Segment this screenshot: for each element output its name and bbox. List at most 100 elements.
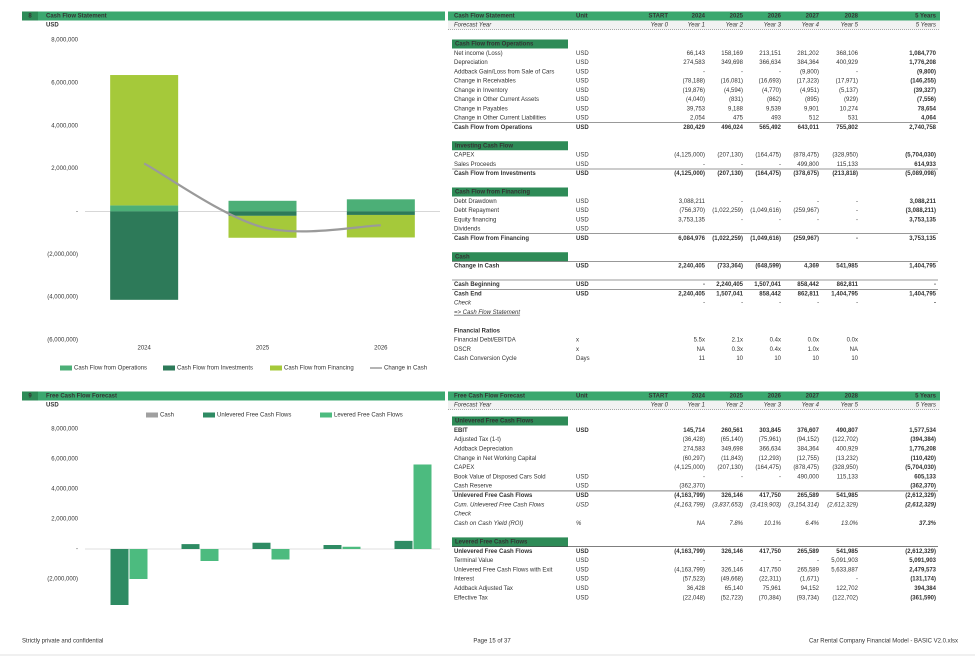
bar — [252, 542, 271, 549]
column-header: 2026 — [768, 394, 782, 400]
section-title-bar — [452, 537, 568, 547]
row-value: 260,561 — [721, 428, 743, 434]
row-value: 9,901 — [804, 106, 820, 112]
row-value: - — [779, 199, 781, 205]
row-value: 1,404,795 — [909, 264, 936, 270]
row-value: 1,404,795 — [909, 291, 936, 297]
row-value: (9,800) — [800, 69, 819, 75]
row-value: 10 — [812, 356, 819, 362]
row-label: Change in Other Current Assets — [454, 97, 539, 103]
row-value: (16,081) — [721, 79, 743, 85]
forecast-cell: Forecast Year — [454, 403, 492, 409]
row-value: - — [779, 558, 781, 564]
row-label: Cash Flow from Financing — [454, 236, 529, 242]
row-value: (4,163,799) — [674, 567, 705, 573]
column-header: Unit — [576, 394, 588, 400]
row-label: Addback Depreciation — [454, 446, 513, 452]
row-value: (5,089,098) — [905, 171, 936, 177]
section-title: Investing Cash Flow — [455, 143, 513, 149]
row-value: 122,702 — [836, 586, 858, 592]
row-value: 499,800 — [797, 162, 819, 168]
column-header: Unit — [576, 14, 588, 20]
row-value: 2,054 — [690, 116, 706, 122]
row-value: 368,106 — [836, 51, 858, 57]
row-value: 2.1x — [732, 338, 743, 344]
bar — [181, 544, 200, 549]
row-value: - — [856, 236, 858, 242]
row-unit: USD — [576, 484, 589, 490]
row-unit: USD — [576, 125, 589, 131]
row-value: 605,133 — [914, 474, 936, 480]
row-value: - — [856, 199, 858, 205]
row-value: (3,088,211) — [906, 208, 936, 214]
row-value: (328,950) — [832, 465, 858, 471]
bar — [110, 549, 129, 605]
row-value: 115,133 — [837, 162, 859, 168]
row-unit: USD — [576, 502, 589, 508]
row-value: - — [741, 69, 743, 75]
row-value: (831) — [729, 97, 743, 103]
row-value: (22,048) — [683, 595, 705, 601]
y-axis-label: USD — [46, 403, 59, 409]
row-value: 5.5x — [694, 338, 705, 344]
row-value: (4,040) — [686, 97, 705, 103]
row-value: 6.4% — [805, 521, 819, 527]
row-unit: USD — [576, 567, 589, 573]
row-value: 326,146 — [721, 549, 743, 555]
row-unit: USD — [576, 577, 589, 583]
x-tick-label: 2025 — [256, 346, 270, 352]
plot-area — [110, 464, 432, 605]
row-value: (3,154,314) — [788, 502, 819, 508]
column-header: 2024 — [692, 394, 706, 400]
sheet-link[interactable]: => Cash Flow Statement — [454, 310, 520, 316]
row-unit: USD — [576, 60, 589, 66]
row-value: - — [779, 474, 781, 480]
section-title-bar — [452, 141, 568, 151]
y-tick-label: 6,000,000 — [51, 80, 78, 86]
section-title-bar — [452, 416, 568, 426]
row-value: (259,967) — [793, 236, 819, 242]
row-value: (4,163,799) — [674, 549, 705, 555]
panel-header-bar — [22, 11, 445, 21]
row-value: (7,556) — [917, 97, 936, 103]
forecast-cell: Year 0 — [651, 403, 669, 409]
row-value: 3,088,211 — [679, 199, 706, 205]
row-value: 39,753 — [687, 106, 706, 112]
row-value: 280,429 — [683, 125, 705, 131]
row-value: (164,475) — [755, 153, 781, 159]
row-unit: USD — [576, 558, 589, 564]
row-value: (878,475) — [793, 153, 819, 159]
row-value: (2,612,329) — [827, 502, 858, 508]
row-label: Debt Repayment — [454, 208, 499, 214]
row-value: 2,740,758 — [909, 125, 936, 131]
row-value: 303,845 — [759, 428, 781, 434]
legend-swatch — [146, 412, 158, 418]
footer-center: Page 15 of 37 — [473, 639, 511, 645]
row-value: - — [779, 69, 781, 75]
row-label: Equity financing — [454, 217, 496, 223]
row-value: 213,151 — [759, 51, 781, 57]
row-value: (4,163,799) — [674, 502, 705, 508]
row-value: 400,929 — [836, 446, 858, 452]
column-header: START — [648, 14, 668, 20]
row-value: NA — [697, 347, 705, 353]
row-value: 265,589 — [797, 493, 819, 499]
x-tick-label: 2026 — [374, 346, 388, 352]
row-value: 5,091,903 — [831, 558, 858, 564]
forecast-cell: Year 1 — [688, 403, 705, 409]
row-value: (2,612,329) — [905, 549, 936, 555]
row-unit: USD — [576, 227, 589, 233]
legend-swatch — [270, 365, 282, 371]
row-value: 274,583 — [683, 60, 705, 66]
row-value: 326,146 — [721, 493, 743, 499]
row-value: 512 — [809, 116, 820, 122]
row-value: 3,753,135 — [909, 236, 936, 242]
plot-area — [110, 75, 415, 300]
row-value: 281,202 — [797, 51, 819, 57]
table-title: Cash Flow Statement — [454, 14, 515, 20]
row-value: 0.4x — [770, 338, 781, 344]
row-value: 541,985 — [836, 493, 858, 499]
row-value: - — [856, 69, 858, 75]
row-value: 614,933 — [914, 162, 936, 168]
row-unit: USD — [576, 428, 589, 434]
